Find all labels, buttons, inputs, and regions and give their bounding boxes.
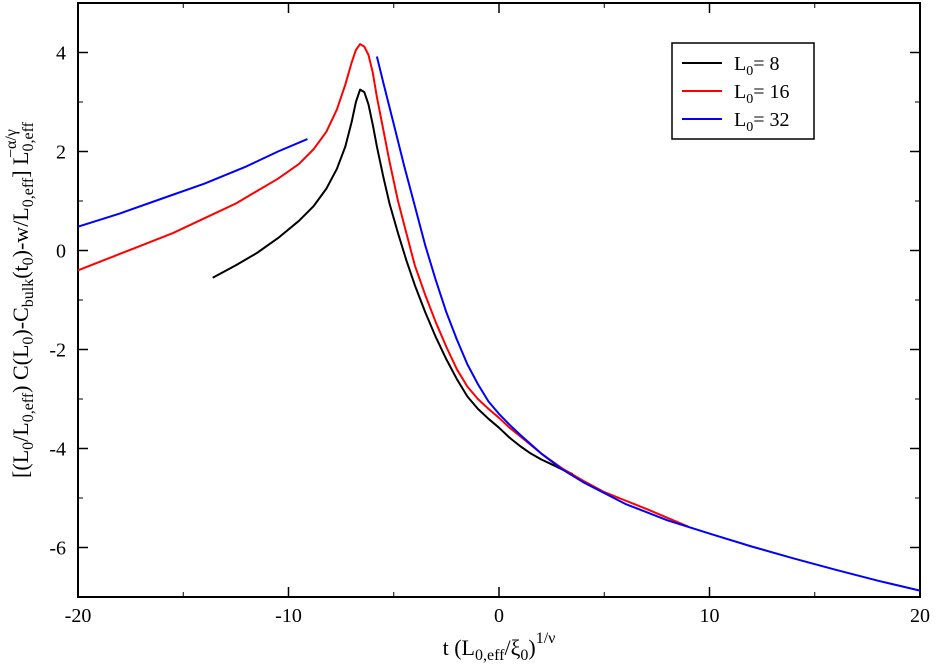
y-tick-label: 2	[56, 142, 66, 164]
series-line-3	[77, 56, 921, 592]
x-tick-label: -10	[275, 605, 302, 627]
y-axis-label: [(L0/L0,eff) C(L0)-Cbulk(t0)-w/L0,eff] L…	[3, 121, 37, 478]
legend-label: L0= 8	[734, 53, 780, 79]
x-tick-label: 10	[700, 605, 720, 627]
legend-label: L0= 16	[734, 81, 790, 107]
x-tick-label: 0	[494, 605, 504, 627]
axis-ticks	[77, 2, 921, 598]
x-tick-label: -20	[65, 605, 92, 627]
y-tick-label: -2	[49, 340, 66, 362]
series-line-1	[212, 88, 574, 476]
legend-label: L0= 32	[734, 109, 790, 135]
series-group	[77, 43, 921, 592]
y-tick-label: -6	[49, 538, 66, 560]
y-tick-label: 0	[56, 241, 66, 263]
y-tick-label: 4	[56, 43, 66, 65]
x-tick-label: 20	[910, 605, 930, 627]
series-line-2	[77, 43, 689, 528]
x-axis-label: t (L0,eff/ξ0)1/ν	[443, 630, 556, 664]
y-tick-label: -4	[49, 439, 66, 461]
